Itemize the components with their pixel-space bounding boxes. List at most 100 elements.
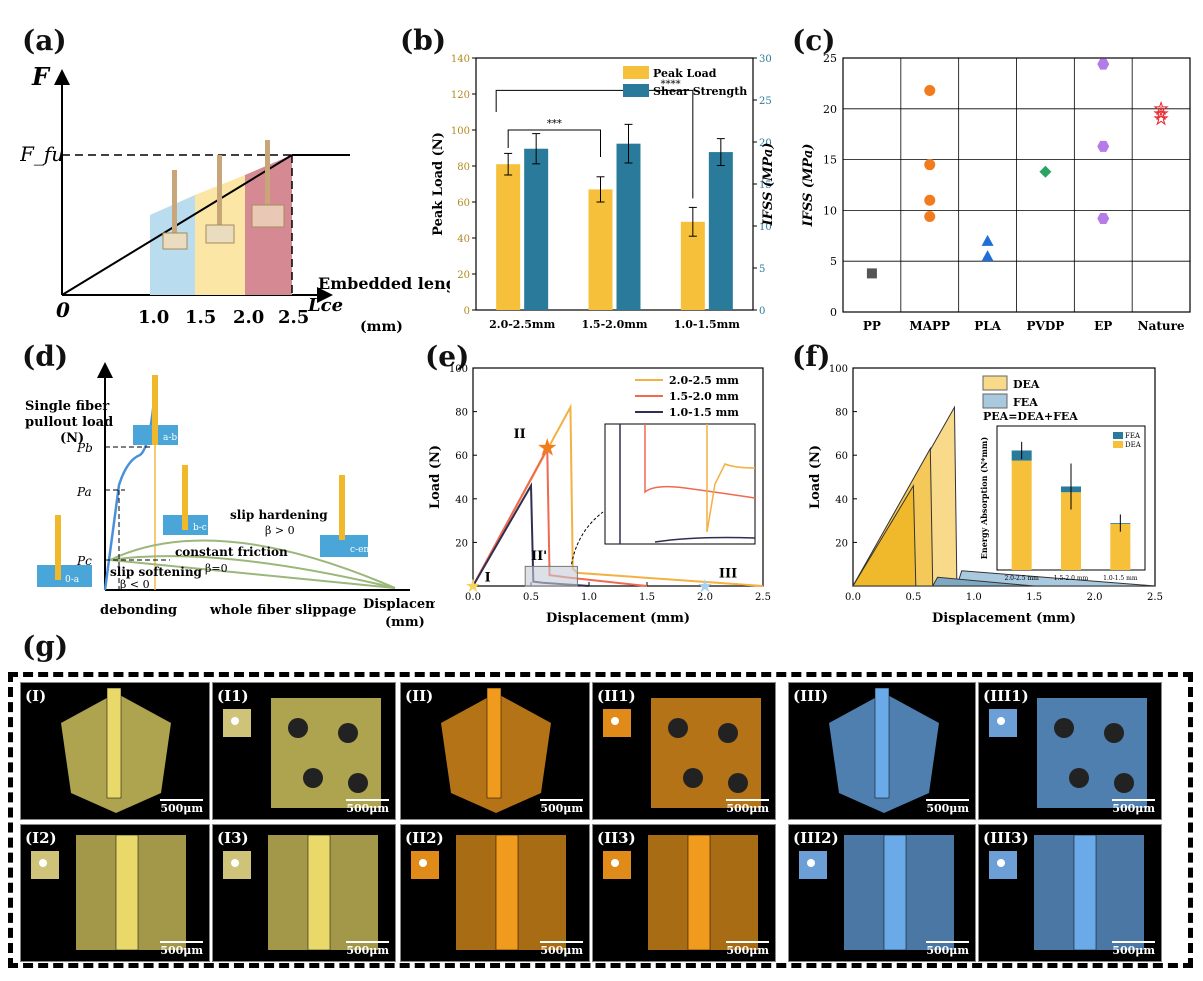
c-point [1097,140,1110,152]
tick-1: 1.0 [138,307,169,328]
c-point [924,194,936,206]
e-annotation: II' [531,549,547,564]
f-inset-ylabel: Energy Absorption (N*mm) [979,437,989,560]
b-bar [708,152,733,310]
orientation-cube-icon [989,851,1017,879]
e-legend-label: 1.0-1.5 mm [669,406,739,419]
cross-section-render [1037,698,1147,808]
c-point [1039,165,1052,178]
slip-softening-label: slip softening [110,565,203,579]
b-sig-bracket [495,89,694,199]
scale-bar: 500μm [346,941,389,957]
micro-ct-image: (III) 500μm [788,682,976,820]
orientation-cube-icon [603,851,631,879]
pc-label: Pc [76,554,92,568]
e-zoom-arrow [571,511,604,565]
d-ylabel-3: (N) [60,431,84,446]
b-ytick-right-label: 0 [759,306,765,317]
f-ytick-label: 80 [835,408,848,419]
f-ylabel: Load (N) [808,445,823,509]
f-legend-swatch [982,375,1008,391]
tile-label: (I3) [217,829,249,847]
c-ytick-label: 25 [823,52,837,65]
b-ytick-label: 0 [464,306,470,317]
scale-bar: 500μm [540,941,583,957]
c-point [981,234,994,246]
e-xtick-label: 1.5 [639,592,655,603]
b-ytick-right-label: 25 [759,96,772,107]
c-category-label: Nature [1138,319,1185,333]
tile-label: (II2) [405,829,444,847]
fiber-1 [172,170,177,240]
fiber-schematic-0a: 0-a [37,515,92,587]
panel-a-diagram: F F_fu 0 Embedded length Lce (mm) 1.0 1.… [20,62,450,335]
b-ytick-label: 20 [457,270,470,281]
micro-ct-image: (I1) 500μm [212,682,396,820]
debonding-label: debonding [100,603,177,618]
e-zoom-box [524,565,578,587]
e-star-marker: ★ [536,434,558,462]
ffu-label: F_fu [20,142,64,166]
b-ytick-label: 40 [457,234,470,245]
tile-label: (III) [793,687,829,705]
scale-bar: 500μm [540,799,583,815]
scale-bar: 500μm [1112,799,1155,815]
f-xtick-label: 2.0 [1087,592,1103,603]
c-ytick-label: 10 [823,204,837,217]
panel-d-diagram: Single fiber pullout load (N) Pb Pa Pc 0… [25,362,435,630]
c-category-label: PVDP [1027,319,1065,333]
panel-label-a: (a) [22,24,67,57]
c-point: ★ [1154,109,1168,128]
f-xtick-label: 0.5 [905,592,921,603]
c-category-label: PP [863,319,881,333]
e-annotation: I [485,571,491,586]
orientation-cube-icon [799,851,827,879]
origin-label: 0 [56,298,70,322]
f-inset-legend-label: FEA [1125,432,1141,440]
panel-g-frame [8,672,1193,968]
longitudinal-render [456,834,566,951]
tile-label: (III3) [983,829,1029,847]
f-inset-category: 2.0-2.5 mm [1004,575,1039,582]
c-point [924,85,936,97]
longitudinal-render [844,834,954,951]
b-ytick-right-label: 30 [759,54,772,65]
f-ytick-label: 40 [835,495,848,506]
c-category-label: MAPP [909,319,950,333]
tile-label: (I1) [217,687,249,705]
c-ytick-label: 20 [823,103,837,116]
f-legend-swatch [982,393,1008,409]
svg-text:a-b: a-b [163,433,177,443]
f-legend-label: DEA [1013,378,1040,391]
e-xtick-label: 1.0 [581,592,597,603]
e-ylabel: Load (N) [428,445,443,509]
fiber-3d-render [441,687,551,813]
f-fea-area [931,576,1035,587]
panel-c-scatter-chart: 0 5 10 15 20 25 PP MAPP PLA PVDP EP Nature ★★★ IFSS (… [801,52,1191,333]
tick-2: 1.5 [185,307,216,328]
fiber-schematic-bc: b-c [163,465,208,535]
panel-e-line-chart: 20 40 60 80 100 0.0 0.5 1.0 1.5 2.0 2.5 2.0-2.5 mm 1… [428,364,771,626]
b-ytick-label: 80 [457,162,470,173]
b-ylabel: Peak Load (N) [431,132,446,236]
unit-label: (mm) [360,319,403,335]
e-inset-line [706,424,756,533]
f-inset-bar [1110,523,1131,570]
orientation-cube-icon [989,709,1017,737]
c-category-label: PLA [974,319,1001,333]
axis-f-label: F [31,62,51,91]
f-dea-area [852,483,917,587]
d-xlabel-2: (mm) [385,615,425,630]
e-legend-label: 2.0-2.5 mm [669,374,739,387]
f-inset-legend-label: DEA [1125,441,1142,449]
b-ytick-label: 140 [451,54,470,65]
b-bar [524,148,549,310]
pb-label: Pb [76,441,93,455]
cross-section-render [271,698,381,808]
svg-text:c-end: c-end [350,545,375,555]
fiber-schematic-ab: a-b [133,375,178,445]
b-ytick-label: 60 [457,198,470,209]
tile-label: (II1) [597,687,636,705]
e-inset-line [654,536,756,543]
micro-ct-image: (II) 500μm [400,682,590,820]
